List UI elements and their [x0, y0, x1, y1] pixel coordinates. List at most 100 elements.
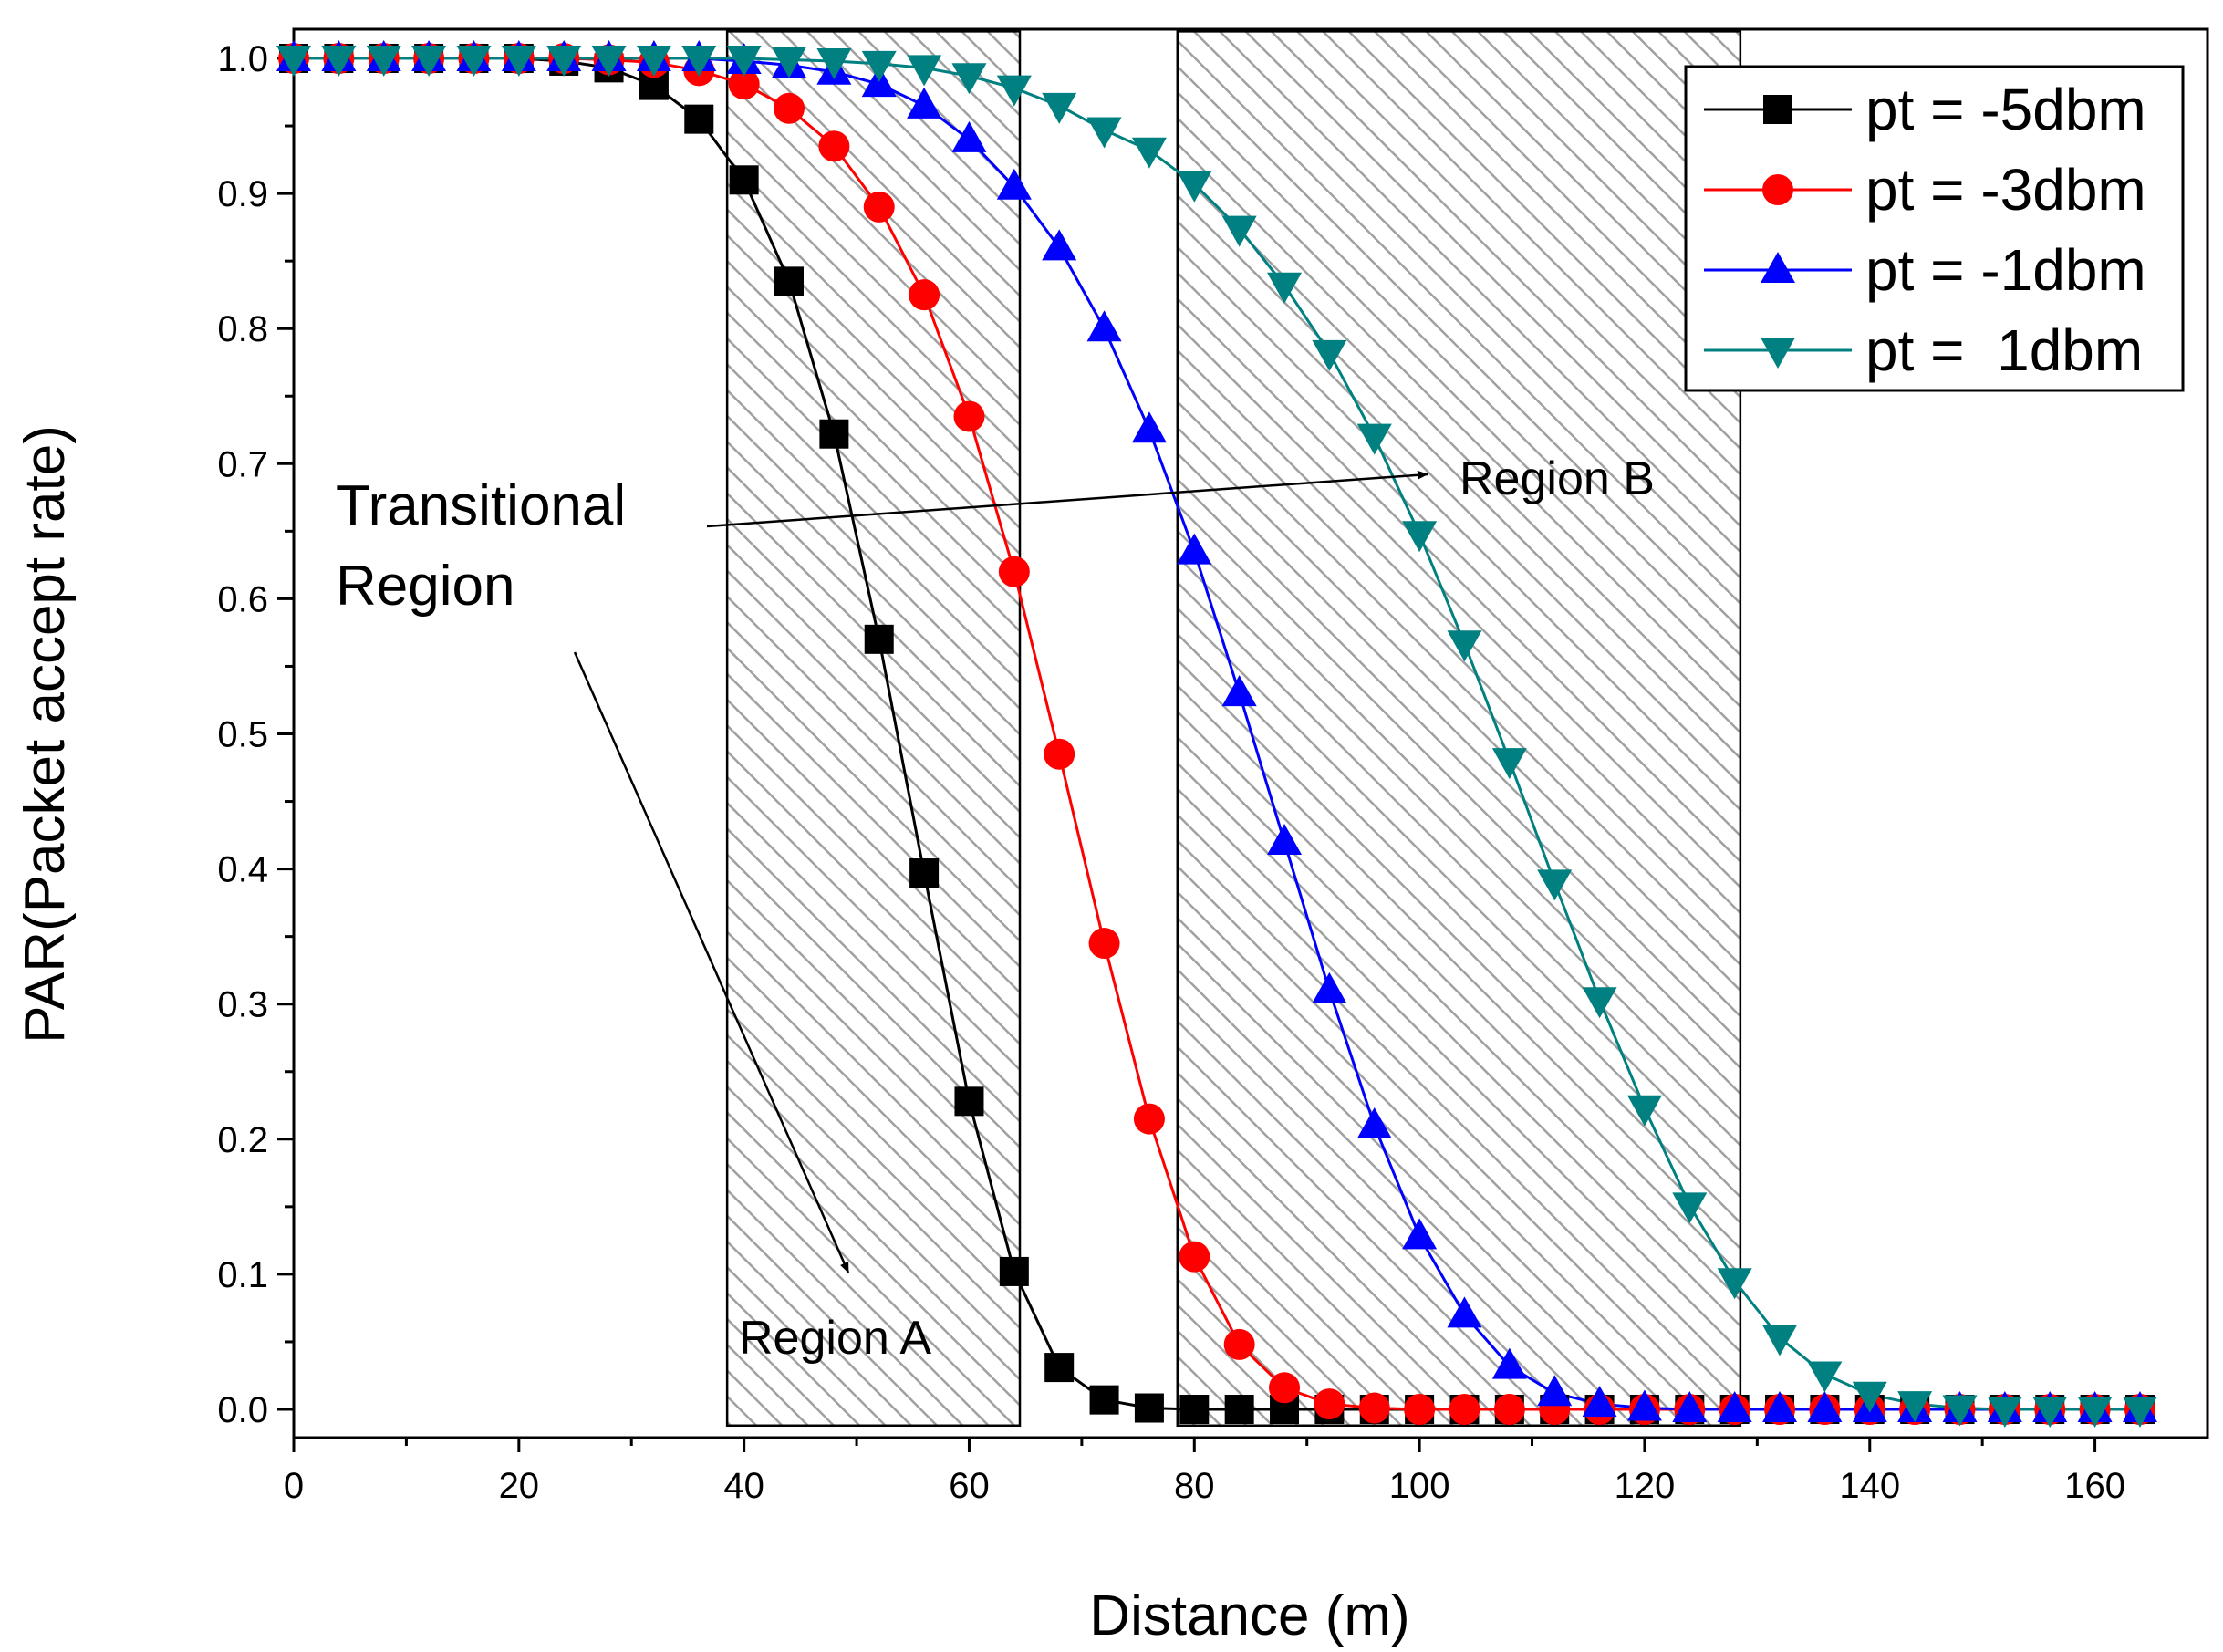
data-point: [907, 55, 942, 87]
legend: pt = -5dbm pt = -3dbm pt = -1dbm pt = 1dbm: [1684, 65, 2185, 392]
data-point: [684, 104, 714, 134]
data-point: [1133, 1103, 1165, 1135]
data-point: [1267, 272, 1303, 304]
legend-label: pt = -1dbm: [1865, 237, 2146, 303]
data-point: [1493, 1394, 1525, 1425]
data-point: [1717, 1391, 1752, 1422]
data-point: [1086, 310, 1122, 342]
x-tick-label: 120: [1615, 1466, 1676, 1506]
data-point: [1852, 1381, 1887, 1413]
y-tick-label: 0.6: [217, 579, 268, 619]
x-tick-label: 0: [284, 1466, 304, 1506]
data-point: [1672, 1192, 1708, 1224]
data-point: [2032, 1397, 2068, 1428]
y-tick-label: 1.0: [217, 39, 268, 79]
legend-marker: [1761, 338, 1795, 369]
x-tick-label: 40: [723, 1466, 764, 1506]
data-point: [1177, 171, 1212, 203]
region-b-box: [1176, 30, 1742, 1428]
x-axis-title: Distance (m): [1089, 1584, 1409, 1647]
data-point: [1044, 738, 1075, 770]
data-point: [456, 46, 492, 77]
data-point: [1626, 1095, 1662, 1127]
data-point: [1131, 411, 1167, 443]
data-point: [1449, 1394, 1480, 1425]
data-point: [1402, 521, 1438, 553]
data-point: [819, 419, 849, 449]
x-tick-label: 80: [1174, 1466, 1215, 1506]
data-point: [996, 75, 1032, 107]
data-point: [1762, 1325, 1798, 1356]
data-point: [321, 46, 357, 77]
data-point: [1086, 117, 1122, 149]
data-point: [1131, 137, 1167, 169]
legend-marker: [1763, 95, 1792, 124]
data-point: [1179, 1395, 1210, 1424]
data-point: [1269, 1372, 1301, 1404]
data-point: [501, 46, 536, 77]
y-tick-label: 0.4: [217, 850, 268, 890]
data-point: [366, 46, 401, 77]
data-point: [1447, 630, 1482, 662]
data-point: [411, 46, 447, 77]
data-point: [1897, 1391, 1933, 1423]
data-point: [1537, 869, 1573, 901]
data-point: [636, 46, 671, 77]
data-point: [909, 858, 940, 888]
data-point: [1314, 1388, 1345, 1420]
data-point: [1042, 229, 1077, 261]
y-tick-label: 0.9: [217, 174, 268, 214]
y-tick-label: 0.2: [217, 1120, 268, 1160]
data-point: [681, 46, 717, 77]
data-point: [861, 50, 897, 82]
data-point: [1491, 748, 1527, 780]
data-point: [546, 46, 582, 77]
arrow-to-region-b: [706, 470, 1428, 528]
data-point: [1358, 1392, 1390, 1424]
data-point: [1807, 1361, 1843, 1393]
data-point: [816, 47, 852, 79]
data-point: [726, 46, 762, 77]
data-point: [774, 266, 805, 296]
series-markers: [276, 40, 2157, 1428]
data-point: [1537, 1375, 1573, 1407]
region-a-box: [725, 30, 1022, 1428]
data-point: [864, 624, 894, 654]
y-tick-label: 0.3: [217, 985, 268, 1025]
data-point: [2077, 1397, 2113, 1428]
data-point: [729, 165, 759, 195]
y-tick-label: 0.0: [217, 1390, 268, 1430]
data-point: [728, 68, 760, 100]
legend-marker: [1762, 174, 1793, 205]
data-point: [1582, 1386, 1617, 1418]
data-point: [1089, 1385, 1119, 1415]
x-tick-label: 20: [499, 1466, 540, 1506]
legend-label: pt = -5dbm: [1865, 77, 2146, 142]
data-point: [909, 279, 940, 311]
data-point: [1717, 1268, 1752, 1300]
data-point: [1312, 971, 1347, 1003]
data-point: [953, 400, 985, 432]
data-point: [818, 130, 850, 162]
data-point: [1223, 1328, 1255, 1360]
annotations: Transitional Region Region A Region B: [336, 452, 1655, 1365]
data-point: [1179, 1241, 1210, 1273]
data-point: [1177, 533, 1212, 565]
data-point: [1404, 1394, 1436, 1425]
y-tick-label: 0.5: [217, 715, 268, 755]
annotation-transitional: Transitional: [336, 474, 626, 537]
data-point: [1942, 1395, 1978, 1427]
arrow-to-region-a: [573, 651, 850, 1273]
data-point: [2122, 1397, 2157, 1428]
legend-label: pt = 1dbm: [1865, 317, 2143, 383]
data-point: [774, 92, 805, 124]
annotation-region: Region: [336, 555, 514, 618]
y-tick-label: 0.1: [217, 1255, 268, 1295]
data-point: [1672, 1391, 1708, 1422]
data-point: [1312, 339, 1347, 371]
data-point: [1402, 1218, 1438, 1250]
data-point: [1807, 1391, 1843, 1422]
data-point: [1267, 823, 1303, 855]
